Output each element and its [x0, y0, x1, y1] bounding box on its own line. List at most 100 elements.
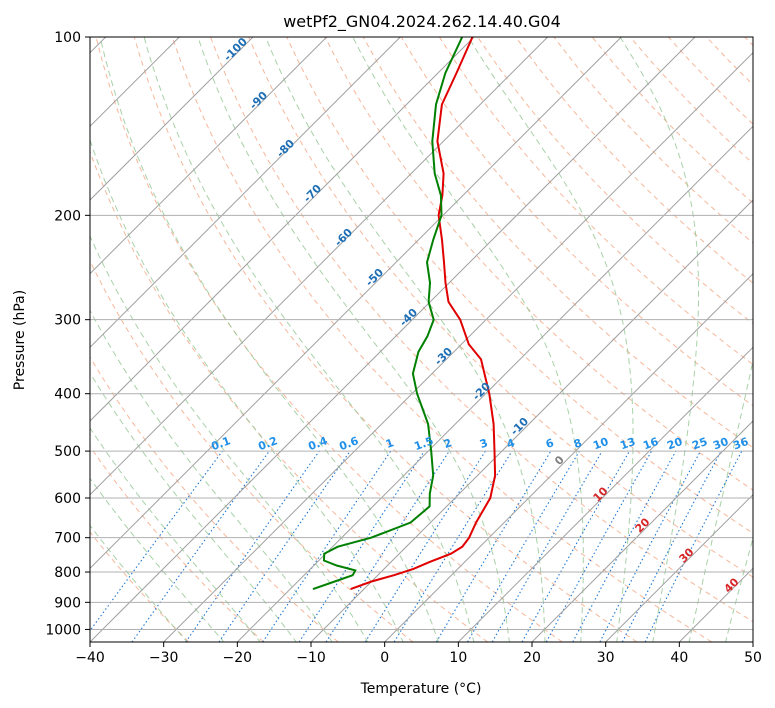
y-tick-label: 500: [54, 444, 81, 460]
dry-adiabat: [248, 37, 753, 578]
dry-adiabat: [438, 37, 753, 366]
mixing-ratio-line: [545, 450, 653, 642]
mixing-ratio-label: 6: [544, 436, 556, 451]
grid-lines: [90, 37, 753, 642]
x-tick-label: −20: [223, 650, 253, 666]
isotherm-line: [90, 37, 254, 201]
mixing-ratio-label: 1: [384, 436, 396, 451]
isotherm-line: [90, 37, 475, 422]
y-tick-label: 600: [54, 491, 81, 507]
y-tick-label: 300: [54, 313, 81, 329]
mixing-ratio-line: [393, 450, 513, 642]
theta-label: 0: [552, 453, 567, 468]
mixing-ratio-label: 0.2: [256, 434, 279, 453]
x-tick-label: −10: [296, 650, 326, 666]
isotherm-line: [90, 37, 328, 275]
moist-adiabat: [197, 37, 510, 642]
mixing-ratio-line: [572, 450, 677, 642]
mixing-ratio-label: 36: [731, 435, 750, 453]
y-axis-label: Pressure (hPa): [12, 290, 28, 390]
moist-adiabat: [90, 235, 369, 642]
y-tick-label: 100: [54, 30, 81, 46]
x-tick-label: −30: [149, 650, 179, 666]
isotherm-line: [531, 420, 753, 642]
temperature-line: [350, 37, 497, 591]
moist-adiabat: [90, 138, 404, 642]
theta-label: -100: [221, 35, 250, 64]
mixing-ratio-line: [325, 450, 450, 642]
x-tick-label: 20: [523, 650, 541, 666]
mixing-ratio-label: 10: [591, 435, 610, 453]
moist-adiabat: [619, 37, 699, 642]
dewpoint-line: [312, 37, 464, 591]
isotherm-line: [384, 272, 753, 642]
isotherm-line: [752, 641, 753, 642]
isotherm-line: [236, 125, 753, 642]
y-tick-label: 400: [54, 387, 81, 403]
isotherm-line: [90, 37, 696, 642]
y-tick-label: 700: [54, 531, 81, 547]
moist-adiabat: [90, 309, 333, 642]
data-series: [312, 37, 497, 591]
dry-adiabat: [210, 37, 753, 623]
dry-adiabat: [90, 356, 339, 642]
dry-adiabat: [90, 445, 264, 642]
dry-adiabat: [171, 37, 712, 642]
mixing-ratio-line: [521, 450, 630, 642]
mixing-ratio-line: [218, 450, 351, 642]
mixing-ratio-label: 16: [641, 435, 660, 453]
theta-label: -80: [274, 137, 297, 160]
x-tick-label: 30: [597, 650, 615, 666]
theta-label: -50: [363, 266, 386, 289]
theta-label: -10: [508, 415, 531, 438]
moist-adiabat: [90, 427, 261, 642]
theta-label: 20: [633, 515, 653, 535]
mixing-ratio-line: [131, 450, 270, 642]
theta-label: 10: [591, 484, 611, 504]
dry-adiabat: [515, 37, 753, 284]
x-tick-label: 40: [670, 650, 688, 666]
x-tick-label: −40: [75, 650, 105, 666]
moist-adiabat: [467, 37, 634, 642]
mixing-ratio-line: [364, 450, 486, 642]
dry-adiabat: [706, 37, 753, 86]
mixing-ratio-label: 0.4: [306, 434, 329, 453]
theta-label: -40: [397, 306, 420, 329]
isotherm-line: [605, 493, 753, 642]
line-labels: -100-90-80-70-60-50-40-30-20-10010203040…: [209, 35, 750, 596]
y-tick-label: 800: [54, 565, 81, 581]
mixing-ratio-line: [644, 450, 743, 642]
mixing-ratio-label: 0.1: [209, 434, 232, 453]
mixing-ratio-line: [298, 450, 425, 642]
dry-adiabat: [400, 37, 753, 407]
moist-adiabat: [99, 37, 440, 642]
mixing-ratio-line: [90, 450, 223, 632]
isotherm-line: [457, 346, 753, 642]
isotherm-line: [310, 199, 753, 642]
x-axis-ticks: −40 −30 −20 −10 0 10 20 30 40 50: [75, 642, 762, 666]
x-tick-label: 0: [380, 650, 389, 666]
x-axis-label: Temperature (°C): [360, 681, 482, 697]
mixing-ratio-label: 1.5: [412, 434, 435, 453]
mixing-ratio-label: 2: [442, 436, 454, 451]
mixing-ratio-label: 25: [690, 435, 709, 452]
moist-adiabat: [725, 536, 753, 642]
x-tick-label: 10: [449, 650, 467, 666]
theta-label: -70: [301, 182, 324, 205]
theta-label: -90: [247, 89, 270, 112]
isotherm-line: [90, 37, 401, 349]
mixing-ratio-line: [262, 450, 392, 642]
y-tick-label: 1000: [45, 622, 81, 638]
mixing-ratio-label: 30: [711, 435, 730, 453]
moist-adiabat: [265, 37, 546, 642]
dry-adiabat: [90, 150, 488, 642]
moist-adiabat: [90, 371, 297, 642]
y-tick-label: 200: [54, 208, 81, 224]
y-axis-ticks: 100 200 300 400 500 600 700 800 900 1000: [45, 30, 90, 638]
moist-adiabat: [688, 358, 753, 642]
plot-frame: [89, 36, 754, 643]
theta-label: -60: [332, 226, 355, 249]
moist-adiabat: [143, 37, 475, 642]
theta-label: 30: [677, 545, 697, 565]
background-lines: [90, 37, 753, 642]
